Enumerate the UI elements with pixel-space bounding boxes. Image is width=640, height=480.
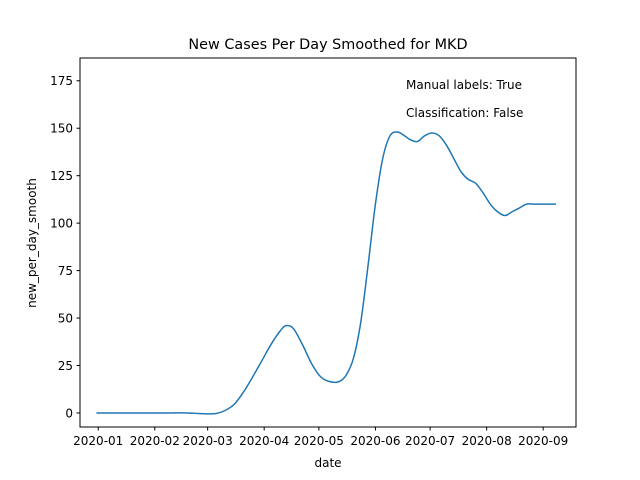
x-tick-label: 2020-02: [130, 434, 180, 448]
x-tick-label: 2020-05: [294, 434, 344, 448]
x-tick-label: 2020-03: [183, 434, 233, 448]
y-tick-label: 0: [65, 406, 73, 420]
y-tick-label: 100: [50, 216, 73, 230]
y-tick-label: 50: [58, 311, 73, 325]
y-tick-label: 125: [50, 169, 73, 183]
x-axis-label: date: [314, 456, 341, 470]
x-tick-label: 2020-01: [73, 434, 123, 448]
y-tick-label: 175: [50, 74, 73, 88]
x-tick-label: 2020-06: [350, 434, 400, 448]
y-tick-label: 75: [58, 264, 73, 278]
plot-area: [96, 131, 556, 415]
x-tick-label: 2020-07: [405, 434, 455, 448]
series-line-0: [96, 131, 556, 415]
x-tick-label: 2020-04: [239, 434, 289, 448]
x-tick-label: 2020-09: [518, 434, 568, 448]
plot-frame: [79, 57, 577, 428]
y-tick-label: 25: [58, 359, 73, 373]
chart-title: New Cases Per Day Smoothed for MKD: [188, 37, 467, 53]
y-tick-label: 150: [50, 122, 73, 136]
y-axis-label: new_per_day_smooth: [25, 178, 39, 308]
annotation-classification: Classification: False: [406, 106, 523, 120]
axis-ticks: 2020-01 2020-02 2020-03 2020-04 2020-05 2020-…: [50, 74, 568, 448]
x-tick-label: 2020-08: [462, 434, 512, 448]
annotation-manual-labels: Manual labels: True: [406, 78, 522, 92]
